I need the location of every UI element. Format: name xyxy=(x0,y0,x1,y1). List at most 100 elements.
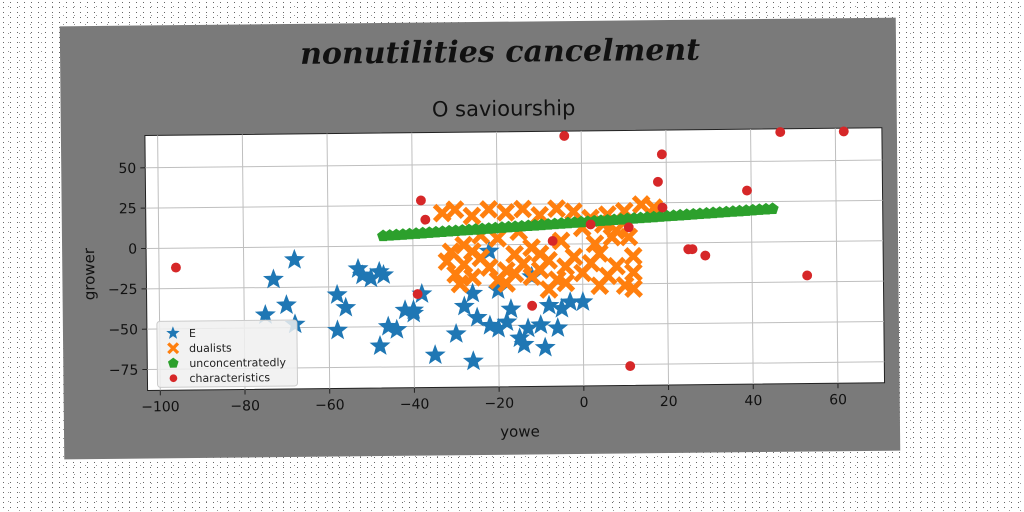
data-point xyxy=(590,276,610,296)
data-point xyxy=(478,240,500,261)
data-point xyxy=(559,131,570,141)
x-tick-label: −60 xyxy=(315,397,345,413)
data-point xyxy=(488,228,507,248)
data-point xyxy=(453,295,475,316)
data-point xyxy=(254,304,276,325)
data-point xyxy=(564,202,583,222)
data-point xyxy=(394,299,416,320)
data-point xyxy=(445,322,467,343)
data-point xyxy=(559,291,581,312)
data-point xyxy=(373,264,395,284)
data-point xyxy=(283,248,305,269)
data-point xyxy=(415,195,426,206)
data-point xyxy=(624,263,643,282)
legend-marker xyxy=(167,357,179,368)
series-E xyxy=(254,240,594,371)
data-point xyxy=(454,255,474,274)
data-point xyxy=(564,247,584,267)
y-tick-label: 25 xyxy=(119,201,137,217)
data-point xyxy=(623,222,634,233)
data-point xyxy=(547,199,566,219)
grid-line-y xyxy=(146,240,884,249)
grid-line-y xyxy=(145,199,883,209)
data-point xyxy=(539,280,559,299)
legend-label: dualists xyxy=(189,342,232,355)
grid-lines xyxy=(145,128,885,391)
data-point xyxy=(262,268,284,289)
data-point xyxy=(450,274,470,294)
data-point xyxy=(275,294,297,315)
x-tick-label: −80 xyxy=(230,398,260,414)
data-point xyxy=(742,185,752,196)
data-point xyxy=(420,214,431,225)
data-point xyxy=(505,264,525,284)
x-tick-label: −100 xyxy=(141,399,180,415)
data-point xyxy=(496,202,516,222)
legend-marker xyxy=(169,374,178,383)
x-axis-label: yowe xyxy=(500,422,540,440)
data-series xyxy=(170,126,849,372)
data-point xyxy=(530,314,552,335)
data-point xyxy=(766,202,779,215)
legend-label: unconcentratedly xyxy=(189,356,286,370)
data-point xyxy=(437,252,457,271)
data-point xyxy=(424,344,446,365)
x-tick-label: −40 xyxy=(400,397,430,413)
data-point xyxy=(327,319,349,340)
data-point xyxy=(500,298,522,319)
data-point xyxy=(517,317,539,338)
data-point xyxy=(530,244,550,264)
data-point xyxy=(538,294,560,315)
data-point xyxy=(551,297,573,318)
data-point xyxy=(619,227,639,247)
x-tick-label: 40 xyxy=(744,393,762,409)
legend-box xyxy=(156,319,299,388)
y-axis-label: grower xyxy=(80,247,99,300)
data-point xyxy=(572,291,594,311)
data-point xyxy=(377,315,399,336)
data-point xyxy=(462,350,484,371)
data-point xyxy=(556,273,576,293)
data-point xyxy=(513,333,535,354)
data-point xyxy=(547,317,569,338)
series-dualists xyxy=(432,195,664,299)
x-tick-label: 60 xyxy=(829,392,847,408)
data-point xyxy=(170,262,181,273)
data-point xyxy=(479,199,499,219)
grid-line-y xyxy=(146,280,884,290)
data-point xyxy=(360,267,382,288)
data-point xyxy=(623,246,643,266)
data-point xyxy=(445,200,465,220)
data-point xyxy=(432,203,452,223)
grid-line-x xyxy=(665,130,670,386)
data-point xyxy=(551,231,571,251)
legend-label: E xyxy=(189,327,196,340)
data-point xyxy=(527,300,538,311)
grid-line-x xyxy=(411,132,415,388)
data-point xyxy=(700,250,711,261)
grid-line-y xyxy=(145,159,883,169)
data-point xyxy=(369,335,391,356)
data-point xyxy=(838,126,849,137)
data-point xyxy=(590,243,609,263)
series-characteristics xyxy=(170,126,849,372)
grid-line-x xyxy=(580,130,585,386)
data-point xyxy=(462,282,484,303)
data-point xyxy=(547,236,558,246)
chart-svg: nonutilities cancelment O saviourship −1… xyxy=(80,33,886,441)
data-point xyxy=(496,311,518,332)
data-point xyxy=(607,256,626,276)
data-point xyxy=(534,336,556,357)
data-point xyxy=(479,258,499,277)
data-point xyxy=(656,149,667,160)
legend-marker xyxy=(167,342,180,355)
series-unconcentratedly xyxy=(377,202,779,242)
y-tick-label: −25 xyxy=(108,282,138,298)
data-point xyxy=(412,289,423,299)
grid-line-x xyxy=(495,131,500,387)
data-point xyxy=(488,317,509,338)
data-point xyxy=(326,283,348,304)
data-point xyxy=(441,242,461,262)
